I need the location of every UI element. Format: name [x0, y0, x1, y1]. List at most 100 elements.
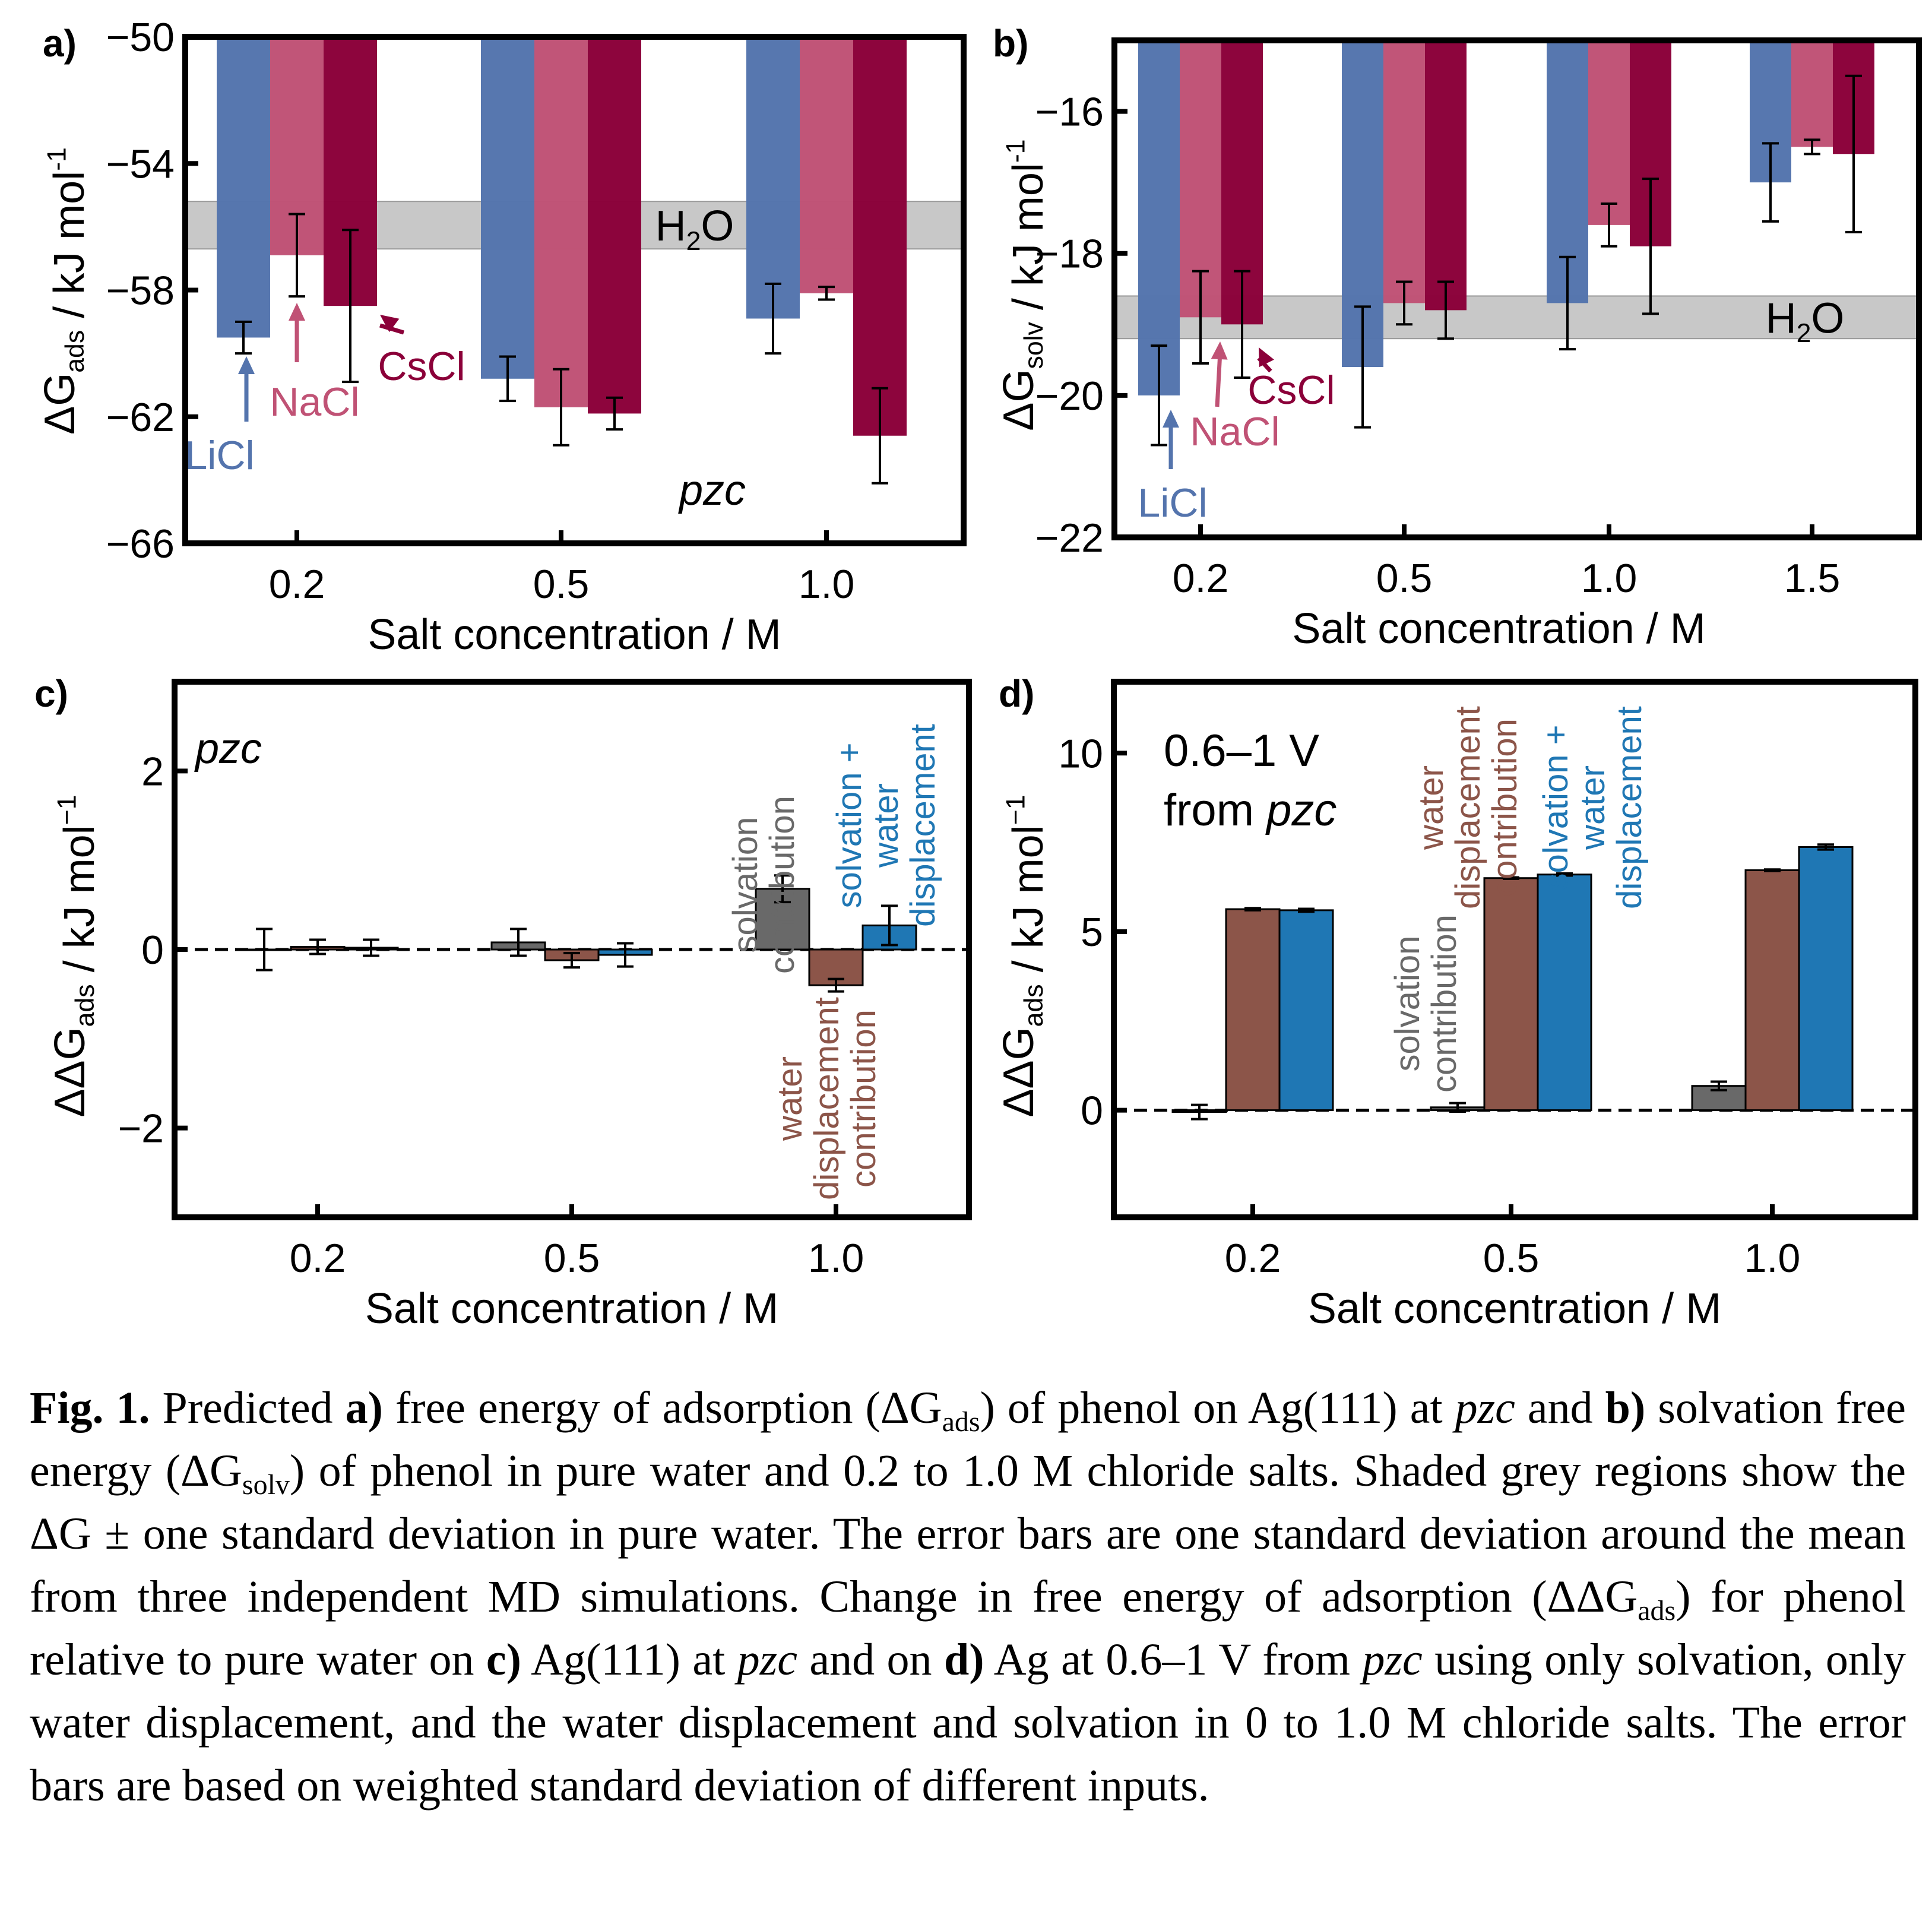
y-axis-label-part: ΔΔG — [995, 1027, 1043, 1117]
series-label-combined: solvation + — [1537, 725, 1575, 891]
caption-ref-a: a) — [345, 1383, 383, 1433]
bar-licl-1.0 — [746, 37, 800, 319]
error-bar — [1503, 876, 1519, 880]
annotation-nacl: NaCl — [1190, 409, 1279, 454]
condition-label-line2: from pzc — [1164, 785, 1336, 836]
y-axis-label-part: / kJ mol — [46, 171, 93, 330]
y-tick-label: −16 — [1035, 90, 1104, 135]
plot-frame — [1111, 37, 1922, 540]
error-bar — [828, 977, 844, 993]
error-bar — [363, 938, 379, 957]
water-band-label: H2O — [655, 202, 734, 256]
condition-italic: pzc — [1265, 785, 1336, 836]
series-label-water: water — [771, 1056, 809, 1141]
error-bar — [342, 229, 359, 384]
y-tick-label: −66 — [106, 521, 175, 567]
caption-text: using only solvation, only water displac… — [30, 1635, 1906, 1811]
arrow-head — [380, 315, 400, 333]
error-bar — [1234, 270, 1250, 379]
x-tick-label: 0.2 — [290, 1236, 346, 1281]
series-label-solvation: solvation — [726, 817, 765, 953]
x-axis-label: Salt concentration / M — [1308, 1285, 1721, 1333]
annotation-cscl: CsCl — [1247, 368, 1335, 413]
error-bar — [309, 938, 326, 955]
bar-licl-0.2 — [217, 37, 270, 338]
bar-solvation-water-displacement-0.5 — [1537, 874, 1592, 1112]
bar-nacl-1.0 — [800, 37, 853, 293]
x-tick-label: 0.5 — [544, 1236, 600, 1281]
bar-cscl-0.5 — [1425, 40, 1467, 311]
y-axis-label: ΔΔGads / kJ mol−1 — [46, 795, 103, 1117]
error-bar — [235, 320, 252, 355]
error-bar — [818, 286, 835, 301]
panel-a: −50 −54 −58 −62 −66 0.2 0.5 1.0 Salt concentrati… — [43, 15, 967, 659]
water-band-label-part: 2 — [686, 227, 701, 256]
y-axis-label-part: ads — [61, 330, 90, 373]
error-bar — [1244, 907, 1261, 912]
caption-text: Ag at 0.6–1 V from — [984, 1635, 1363, 1685]
arrow-head — [1259, 347, 1274, 368]
panel-letter: b) — [993, 22, 1028, 65]
water-band-label-part: O — [701, 202, 734, 250]
x-tick-label: 0.2 — [269, 562, 325, 607]
bar-water-displacement-contribution-0.5 — [1483, 877, 1539, 1112]
caption-text: ) of phenol on Ag(111) at — [980, 1383, 1455, 1433]
y-tick-label: −2 — [118, 1106, 164, 1151]
x-tick-label: 0.5 — [1376, 556, 1433, 601]
arrow-head — [238, 356, 255, 374]
panel-d: 10 5 0 0.2 0.5 1.0 Salt concentration / M d) 0.6… — [999, 672, 1918, 1333]
x-tick-label: 0.5 — [1483, 1236, 1540, 1281]
bar-solvation-water-displacement-1.0 — [1798, 846, 1854, 1112]
annotation-arrow — [379, 323, 405, 335]
caption-italic: pzc — [1362, 1635, 1423, 1685]
panel-letter: d) — [999, 672, 1034, 715]
y-tick-label: −18 — [1035, 232, 1104, 277]
caption-text: free energy of adsorption (ΔG — [382, 1383, 942, 1433]
y-tick-label: −50 — [106, 15, 175, 60]
y-axis-label-part: solv — [1019, 321, 1049, 369]
bar-solvation-water-displacement-0.2 — [1278, 909, 1334, 1112]
arrow-head — [1211, 341, 1228, 360]
water-band-label-part: H — [1766, 295, 1797, 342]
y-tick-label: −20 — [1035, 374, 1104, 419]
bar-nacl-0.5 — [1383, 40, 1425, 303]
error-bar — [1151, 344, 1167, 447]
error-bar — [256, 928, 273, 971]
bar-cscl-1.0 — [853, 37, 907, 436]
y-axis-label-part: ΔG — [995, 369, 1043, 431]
error-bar — [1601, 202, 1617, 248]
caption-text: solvation free energy (ΔG — [30, 1383, 1906, 1496]
error-bar — [617, 942, 634, 968]
condition-label-line1: 0.6–1 V — [1164, 726, 1319, 776]
error-bar — [563, 952, 580, 969]
arrow-head — [1163, 410, 1179, 428]
error-bar — [1556, 872, 1573, 877]
x-tick-label: 1.0 — [1744, 1236, 1801, 1281]
error-bar — [1191, 1103, 1208, 1121]
series-label-solvation: contribution — [1425, 914, 1464, 1093]
caption-text: Ag(111) at — [521, 1635, 737, 1685]
series-label-combined: displacement — [1610, 706, 1649, 909]
condition-label: pzc — [194, 725, 262, 773]
caption-ref-c: c) — [486, 1635, 521, 1685]
y-axis-label-part: −1 — [1002, 795, 1031, 825]
y-tick-label: 10 — [1058, 731, 1103, 776]
error-bar — [499, 355, 516, 403]
error-bar — [1192, 270, 1209, 365]
y-axis-label-part: ΔG — [36, 373, 84, 435]
x-tick-label: 0.5 — [533, 562, 590, 607]
x-axis-label: Salt concentration / M — [365, 1285, 778, 1333]
bar-water-displacement-contribution-1.0 — [1744, 869, 1800, 1112]
y-axis-label-part: -1 — [43, 147, 72, 171]
y-tick-label: −58 — [106, 268, 175, 314]
series-label-water: displacement — [807, 997, 846, 1200]
error-bar — [1764, 868, 1781, 872]
plot-frame — [1111, 679, 1918, 1220]
x-tick-label: 1.0 — [799, 562, 855, 607]
water-band-label: H2O — [1766, 295, 1845, 348]
x-tick-label: 1.0 — [1581, 556, 1638, 601]
condition-label: pzc — [678, 467, 746, 514]
y-axis-label-part: / kJ mol — [56, 825, 103, 984]
annotation-licl: LiCl — [185, 433, 254, 478]
